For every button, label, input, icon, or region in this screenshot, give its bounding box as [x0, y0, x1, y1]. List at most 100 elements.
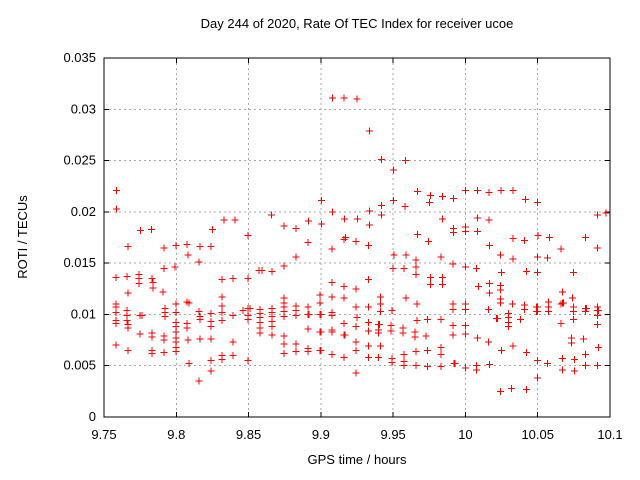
data-point — [451, 360, 459, 368]
data-point — [558, 366, 566, 374]
data-point — [340, 354, 348, 362]
data-point — [218, 302, 226, 310]
data-point — [594, 306, 602, 314]
data-point — [412, 270, 420, 278]
data-point — [340, 94, 348, 102]
data-point — [509, 186, 517, 194]
data-point — [389, 264, 397, 272]
data-point — [195, 377, 203, 385]
data-point — [112, 341, 120, 349]
data-point — [569, 307, 577, 315]
data-point — [390, 251, 398, 259]
data-point — [137, 226, 145, 234]
data-point — [185, 299, 193, 307]
data-point — [413, 187, 421, 195]
data-point — [352, 338, 360, 346]
data-point — [268, 331, 276, 339]
x-tick-label: 10.1 — [597, 427, 622, 442]
data-point — [579, 335, 587, 343]
data-point — [449, 305, 457, 313]
data-point — [304, 217, 312, 225]
data-point — [520, 237, 528, 245]
data-point — [375, 329, 383, 337]
data-point — [184, 336, 192, 344]
data-point — [160, 336, 168, 344]
data-point — [196, 335, 204, 343]
data-point — [172, 242, 180, 250]
data-point — [304, 325, 312, 333]
data-point — [593, 244, 601, 252]
data-point — [292, 347, 300, 355]
data-point — [485, 280, 493, 288]
data-point — [123, 317, 131, 325]
data-point — [377, 293, 385, 301]
y-tick-label: 0.015 — [63, 255, 96, 270]
data-point — [567, 339, 575, 347]
data-point — [426, 191, 434, 199]
x-tick-label: 9.8 — [167, 427, 185, 442]
data-point — [149, 284, 157, 292]
data-point — [377, 202, 385, 210]
data-point — [508, 300, 516, 308]
data-point — [461, 305, 469, 313]
data-point — [461, 186, 469, 194]
data-point — [160, 264, 168, 272]
data-point — [365, 319, 373, 327]
data-point — [280, 222, 288, 230]
data-point — [558, 288, 566, 296]
y-tick-label: 0.03 — [71, 101, 96, 116]
data-point — [534, 357, 542, 365]
data-point — [390, 166, 398, 174]
data-point — [328, 245, 336, 253]
data-point — [602, 209, 610, 217]
data-point — [593, 362, 601, 370]
data-point — [148, 349, 156, 357]
data-point — [377, 342, 385, 350]
data-point — [504, 323, 512, 331]
data-point — [124, 289, 132, 297]
data-point — [402, 251, 410, 259]
data-point — [328, 328, 336, 336]
data-point — [422, 332, 430, 340]
y-tick-label: 0 — [89, 409, 96, 424]
data-point — [557, 320, 565, 328]
data-point — [423, 316, 431, 324]
data-point — [497, 186, 505, 194]
data-point — [365, 342, 373, 350]
data-point — [497, 346, 505, 354]
data-point — [207, 309, 215, 317]
data-point — [473, 214, 481, 222]
data-point — [557, 245, 565, 253]
data-point — [377, 307, 385, 315]
data-point — [544, 360, 552, 368]
data-point — [124, 324, 132, 332]
data-point — [328, 311, 336, 319]
data-point — [304, 347, 312, 355]
data-point — [340, 236, 348, 244]
data-point — [172, 300, 180, 308]
data-point — [196, 316, 204, 324]
data-point — [159, 288, 167, 296]
data-point — [353, 95, 361, 103]
data-point — [244, 231, 252, 239]
data-point — [229, 275, 237, 283]
data-point — [112, 205, 120, 213]
data-point — [229, 338, 237, 346]
data-point — [437, 343, 445, 351]
data-point — [412, 347, 420, 355]
data-point — [305, 310, 313, 318]
data-point — [461, 263, 469, 271]
data-point — [207, 335, 215, 343]
data-point — [438, 192, 446, 200]
data-point — [411, 333, 419, 341]
data-point — [533, 307, 541, 315]
y-tick-label: 0.02 — [71, 204, 96, 219]
data-point — [522, 267, 530, 275]
data-point — [256, 329, 264, 337]
data-point — [112, 186, 120, 194]
data-point — [485, 188, 493, 196]
data-point — [317, 346, 325, 354]
data-point — [387, 327, 395, 335]
data-point — [317, 310, 325, 318]
